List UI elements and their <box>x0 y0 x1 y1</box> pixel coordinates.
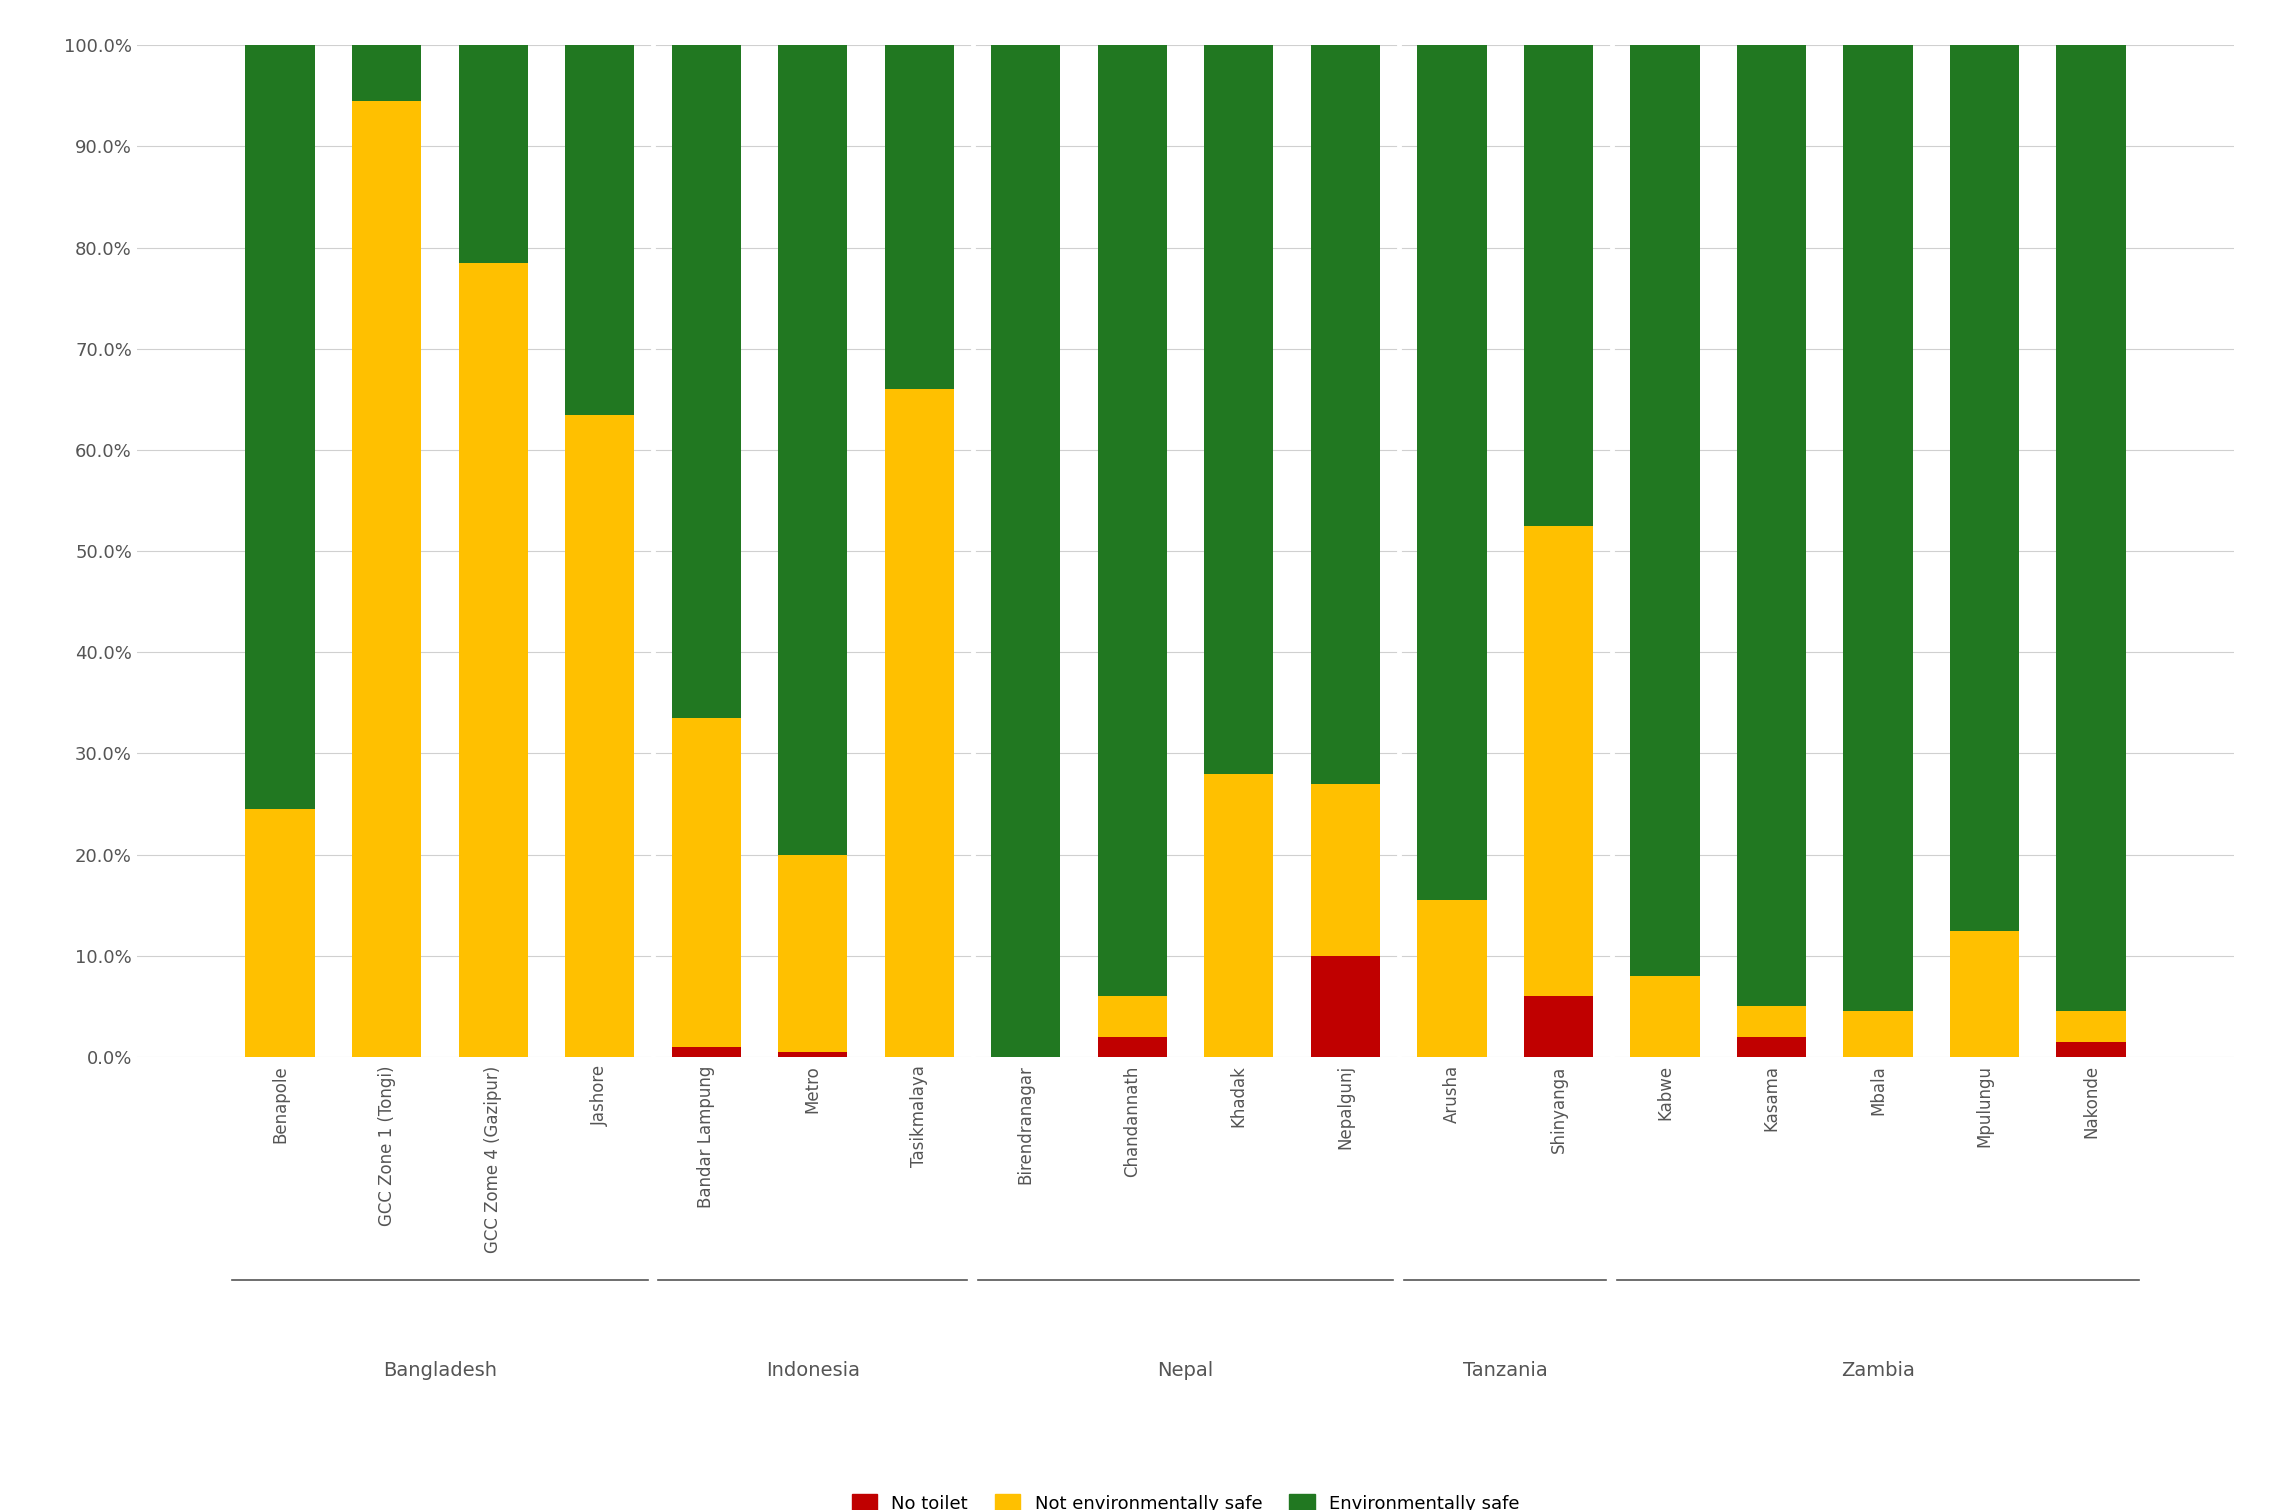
Bar <box>1523 525 1594 997</box>
Bar <box>992 45 1060 1057</box>
Bar <box>1845 45 1913 1012</box>
Bar <box>1097 1037 1167 1057</box>
Bar <box>1737 1006 1806 1037</box>
Bar <box>673 1046 741 1057</box>
Bar <box>1311 45 1379 784</box>
Bar <box>458 45 527 263</box>
Text: Bangladesh: Bangladesh <box>383 1361 497 1380</box>
Legend: No toilet, Not environmentally safe, Environmentally safe: No toilet, Not environmentally safe, Env… <box>850 1493 1521 1510</box>
Bar <box>1737 1037 1806 1057</box>
Bar <box>1311 784 1379 956</box>
Bar <box>673 719 741 1046</box>
Bar <box>885 390 953 1057</box>
Bar <box>2057 1012 2125 1042</box>
Bar <box>1523 997 1594 1057</box>
Bar <box>2057 45 2125 1012</box>
Text: Nepal: Nepal <box>1158 1361 1213 1380</box>
Bar <box>1630 45 1699 975</box>
Bar <box>1097 45 1167 997</box>
Bar <box>1949 930 2020 1057</box>
Bar <box>1311 956 1379 1057</box>
Bar <box>246 809 315 1057</box>
Bar <box>1204 45 1275 773</box>
Bar <box>1737 45 1806 1006</box>
Text: Indonesia: Indonesia <box>766 1361 860 1380</box>
Bar <box>885 45 953 390</box>
Bar <box>777 1052 848 1057</box>
Bar <box>351 45 422 101</box>
Bar <box>777 45 848 855</box>
Bar <box>1418 900 1487 1057</box>
Text: Tanzania: Tanzania <box>1464 1361 1548 1380</box>
Text: Zambia: Zambia <box>1842 1361 1915 1380</box>
Bar <box>777 855 848 1052</box>
Bar <box>565 45 634 415</box>
Bar <box>1204 773 1275 1057</box>
Bar <box>1845 1012 1913 1057</box>
Bar <box>1097 997 1167 1037</box>
Bar <box>351 101 422 1057</box>
Bar <box>458 263 527 1057</box>
Bar <box>2057 1042 2125 1057</box>
Bar <box>246 45 315 809</box>
Bar <box>1949 45 2020 930</box>
Bar <box>1630 975 1699 1057</box>
Bar <box>565 415 634 1057</box>
Bar <box>673 45 741 719</box>
Bar <box>1418 45 1487 900</box>
Bar <box>1523 45 1594 525</box>
